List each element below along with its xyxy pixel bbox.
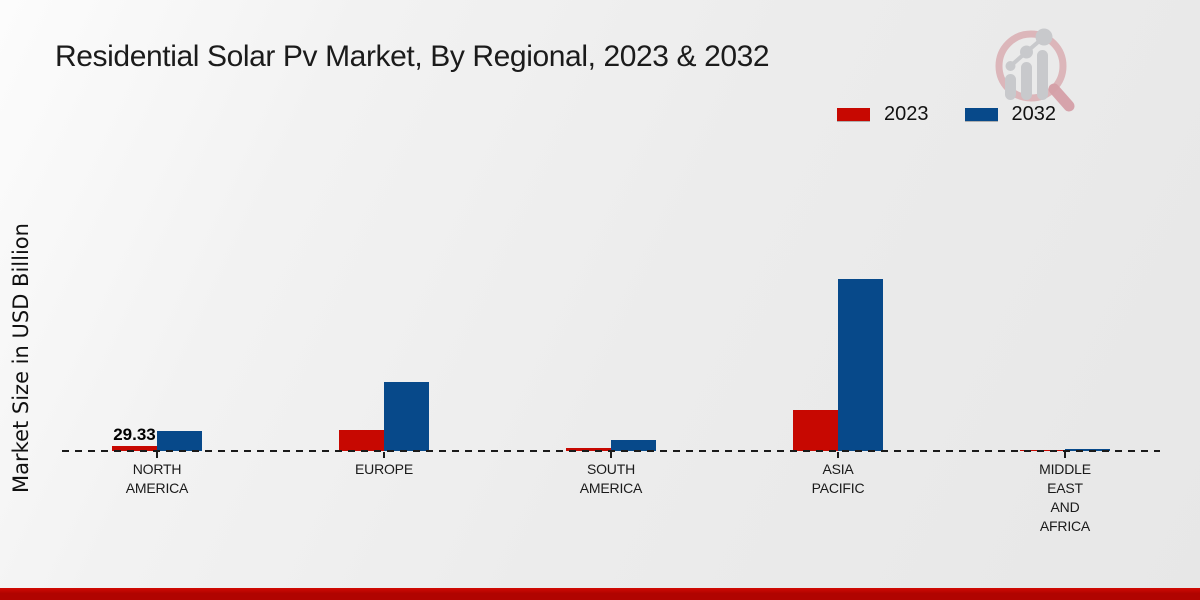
category-tick-middle-east-and-africa [1064,452,1066,458]
category-label-middle-east-and-africa: MIDDLE EAST AND AFRICA [1039,461,1091,534]
legend-item-2023: 2023 [837,103,929,126]
legend-swatch-2023 [837,108,870,121]
data-label-2023-north-america: 29.33 [113,425,156,444]
category-tick-asia-pacific [837,452,839,458]
category-tick-europe [383,452,385,458]
category-tick-north-america [156,452,158,458]
bar-2023-europe [339,430,384,451]
bar-2023-asia-pacific [793,410,838,451]
category-label-europe: EUROPE [355,461,413,477]
bar-2032-asia-pacific [838,279,883,451]
category-label-asia-pacific: ASIA PACIFIC [811,461,865,496]
bar-2032-europe [384,382,429,451]
legend-label-2023: 2023 [884,103,929,125]
footer-red-band [0,588,1200,600]
legend: 2023 2032 [837,103,1056,126]
category-tick-south-america [610,452,612,458]
category-label-north-america: NORTH AMERICA [125,461,189,496]
chart-title: Residential Solar Pv Market, By Regional… [55,40,770,73]
category-label-south-america: SOUTH AMERICA [579,461,643,496]
bar-2032-south-america [611,440,656,451]
legend-swatch-2032 [964,108,998,121]
magnifier-bar-chart-logo-icon [995,28,1075,112]
x-axis-baseline [62,450,1160,452]
bar-2032-north-america [157,431,202,451]
bar-2023-north-america [112,446,157,451]
legend-item-2032: 2032 [964,103,1057,126]
legend-label-2032: 2032 [1011,103,1057,125]
bar-2023-south-america [566,448,611,451]
